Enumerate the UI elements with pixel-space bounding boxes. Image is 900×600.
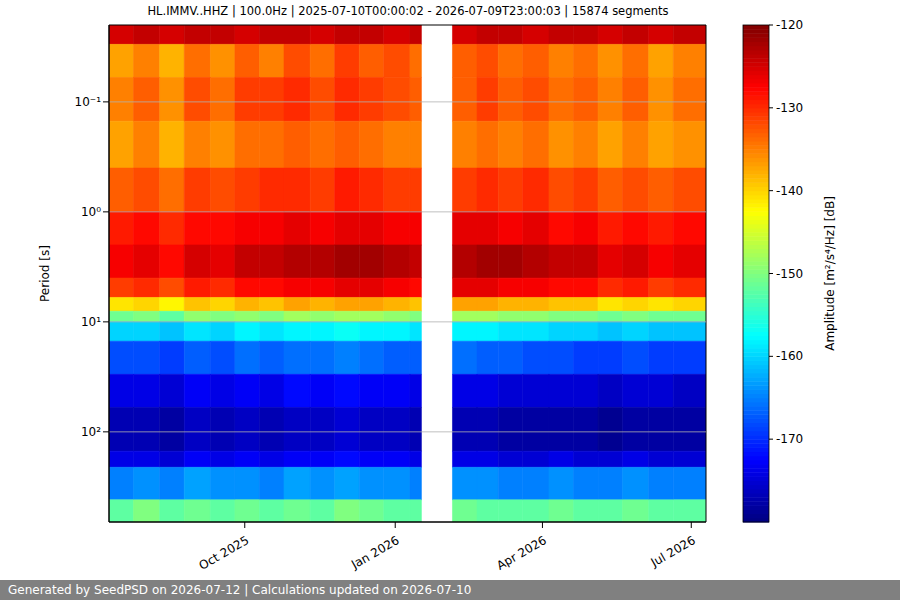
- html-text:Generated by SeedPSD on 2026-0: Generated by SeedPSD on 2026-07-12 | Cal…: [8, 583, 472, 597]
- svg-text:Oct 2025: Oct 2025: [197, 533, 252, 573]
- svg-text:10²: 10²: [81, 425, 101, 439]
- svg-text:Jan 2026: Jan 2026: [348, 533, 402, 572]
- svg-text:-160: -160: [776, 349, 803, 363]
- svg-text:10⁰: 10⁰: [81, 205, 101, 219]
- svg-text:10⁻¹: 10⁻¹: [75, 95, 102, 109]
- svg-text:Jul 2026: Jul 2026: [648, 533, 698, 570]
- html-text:HL.IMMV..HHZ | 100.0Hz | 2025-: HL.IMMV..HHZ | 100.0Hz | 2025-07-10T00:0…: [147, 4, 669, 18]
- svg-text:Apr 2026: Apr 2026: [494, 533, 549, 573]
- svg-text:Period [s]: Period [s]: [38, 245, 52, 302]
- svg-text:-140: -140: [776, 184, 803, 198]
- svg-text:-120: -120: [776, 18, 803, 32]
- svg-text:Amplitude [m²/s⁴/Hz] [dB]: Amplitude [m²/s⁴/Hz] [dB]: [823, 196, 837, 351]
- svg-text:-130: -130: [776, 101, 803, 115]
- svg-text:10¹: 10¹: [81, 315, 101, 329]
- svg-text:-150: -150: [776, 267, 803, 281]
- svg-text:-170: -170: [776, 432, 803, 446]
